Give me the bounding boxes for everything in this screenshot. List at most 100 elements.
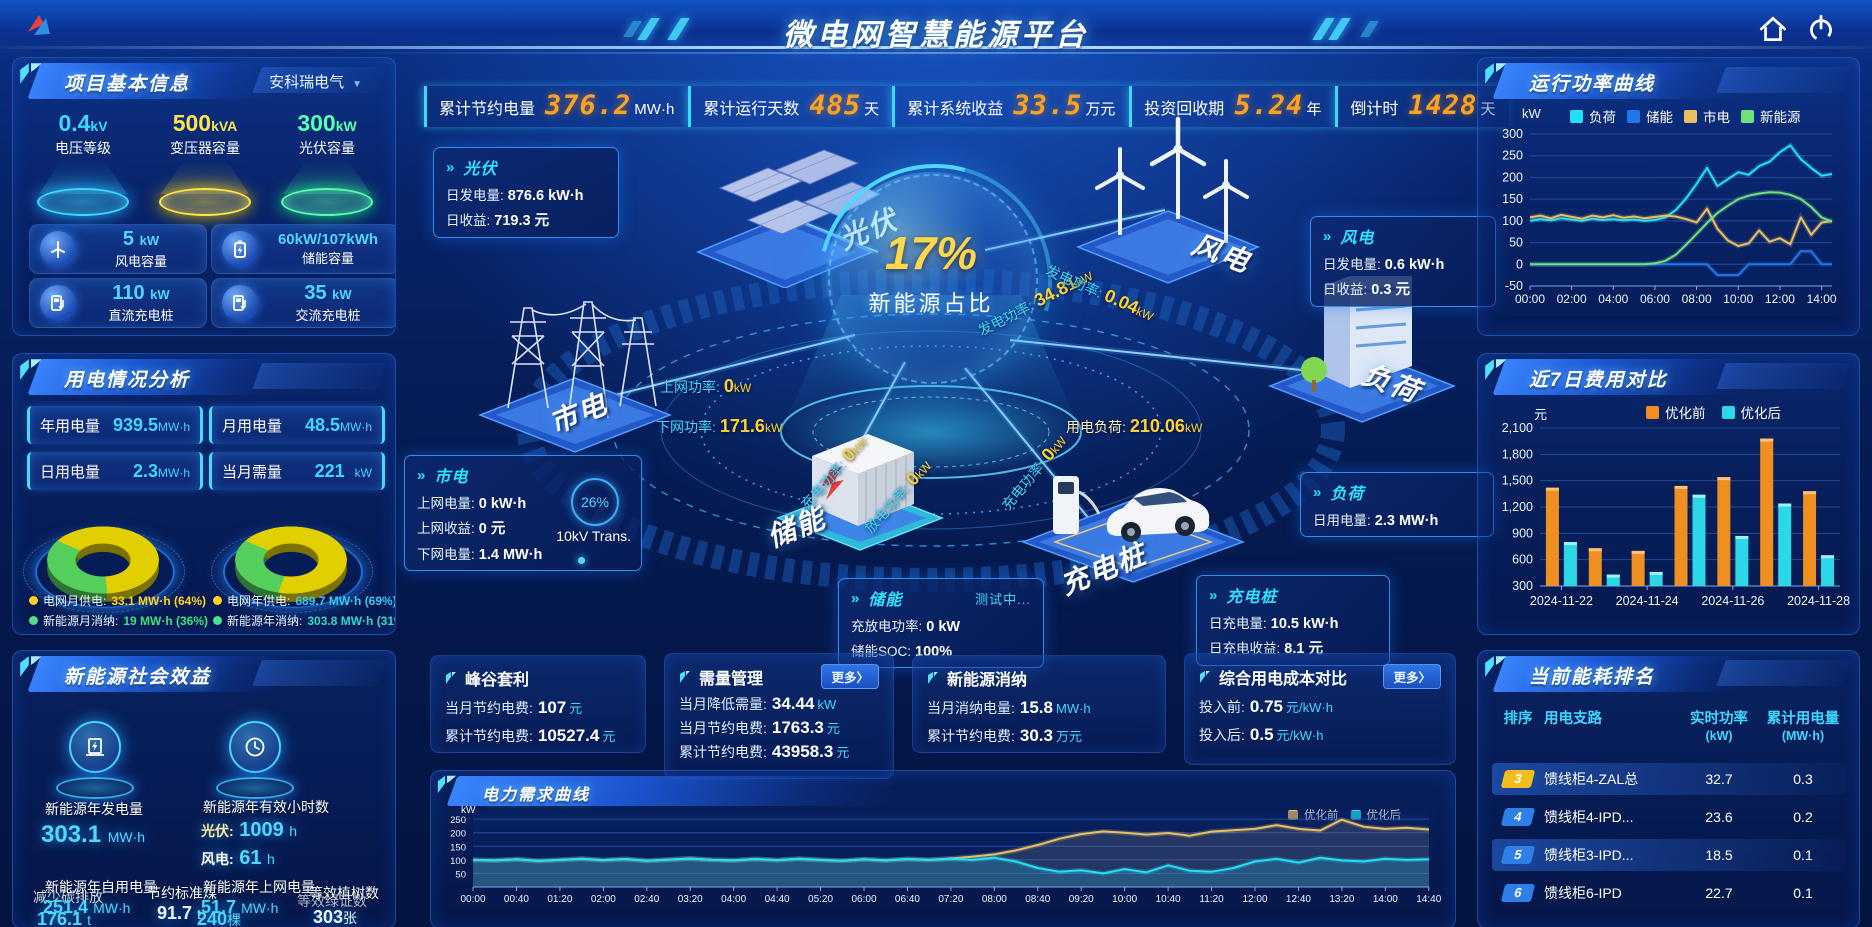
panel-corner-icon [437, 775, 457, 794]
svg-text:13:20: 13:20 [1329, 894, 1354, 905]
svg-text:11:20: 11:20 [1199, 894, 1224, 905]
panel-corner-icon [20, 359, 42, 380]
pv-hours: 光伏: 1009 h [201, 819, 298, 841]
kpi-payback: 投资回收期 5.24 年 [1129, 86, 1335, 127]
svg-text:2024-11-28: 2024-11-28 [1787, 594, 1850, 608]
cert-label: 等效绿证数 [297, 893, 367, 909]
header-swoosh [0, 46, 1872, 49]
carbon-label: 减少碳排放 [33, 889, 103, 905]
svg-text:300: 300 [1502, 127, 1523, 141]
svg-text:08:00: 08:00 [982, 894, 1007, 905]
panel-energy-rank: 当前能耗排名 排序 用电支路 实时功率 (kW) 累计用电量 (MW·h) 3 馈线… [1477, 650, 1860, 927]
svg-text:100: 100 [1502, 214, 1523, 228]
flow-feedin: 上网功率: 0kW [660, 376, 752, 396]
svg-text:1,500: 1,500 [1502, 474, 1533, 488]
podium-pv-capacity: 300kW 光伏容量 [271, 110, 383, 216]
svg-text:10:40: 10:40 [1156, 894, 1181, 905]
svg-text:06:40: 06:40 [895, 894, 920, 905]
panel-usage-analysis: 用电情况分析 年用电量 939.5MW·h 月用电量 48.5MW·h 日用电量 2.… [12, 353, 396, 635]
panel-social-header: 新能源社会效益 [20, 656, 388, 692]
panel-corner-icon [1485, 359, 1507, 380]
svg-text:04:00: 04:00 [1598, 292, 1628, 306]
transformer-dot [578, 557, 585, 564]
table-row[interactable]: 5 馈线柜3-IPD... 18.5 0.1 [1492, 839, 1846, 871]
panel-social-benefit: 新能源社会效益 新能源年发电量 303.1 MW·h 新能源年有效小时数 光伏:… [12, 650, 396, 927]
header-swoosh-2 [336, 52, 1536, 54]
generation-icon-podium [35, 721, 155, 799]
panel-corner-icon [1485, 63, 1507, 84]
gen-value: 303.1 MW·h [41, 821, 146, 848]
svg-text:100: 100 [450, 856, 466, 867]
charger-icon [222, 285, 258, 321]
panel-project-title: 项目基本信息 [64, 74, 191, 95]
kpi-countdown: 倒计时 1428 天 [1335, 86, 1509, 127]
svg-text:1,800: 1,800 [1502, 447, 1533, 461]
panel-run-power: 运行功率曲线 kW 负荷 储能 市电 新能源 -50 0 50 100 150 200 25… [1477, 57, 1860, 336]
header: 微电网智慧能源平台 [0, 0, 1872, 58]
battery-icon [222, 231, 258, 267]
svg-text:06:00: 06:00 [851, 894, 876, 905]
svg-text:2024-11-26: 2024-11-26 [1701, 594, 1764, 608]
yearly-energy-donut [211, 526, 373, 613]
center-orb: 17% 新能源占比 [775, 121, 1095, 441]
svg-text:50: 50 [455, 869, 466, 880]
panel-social-title: 新能源社会效益 [64, 667, 212, 688]
panel-run-title: 运行功率曲线 [1529, 74, 1656, 95]
coal-value: 91.7 t [157, 903, 201, 923]
company-dropdown[interactable]: 安科瑞电气 ▼ [269, 74, 362, 91]
table-row[interactable]: 3 馈线柜4-ZAL总 32.7 0.3 [1492, 763, 1846, 795]
panel-rank-title: 当前能耗排名 [1529, 667, 1656, 688]
svg-text:09:20: 09:20 [1069, 894, 1094, 905]
cert-value: 303张 [313, 907, 358, 927]
more-button[interactable]: 更多〉 [1383, 664, 1441, 689]
stat-day-usage: 日用电量 2.3MW·h [27, 452, 203, 490]
card-flag-icon [446, 672, 456, 684]
cost-compare-chart: 300 600 900 1,200 1,500 1,800 2,100 2024-11-22 2… [1502, 421, 1850, 608]
transformer-label: 10kV Trans. [556, 528, 631, 544]
svg-text:02:00: 02:00 [1557, 292, 1587, 306]
panel-cost-compare: 近7日费用对比 元 优化前 优化后 300 600 900 1,200 1,500 1,8… [1477, 353, 1860, 635]
renewable-percentage-label: 新能源占比 [868, 291, 994, 316]
card-ac-charger: 35 kW 交流充电桩 [211, 278, 395, 328]
svg-text:00:40: 00:40 [504, 894, 529, 905]
panel-project-info: 项目基本信息 安科瑞电气 ▼ 0.4kV 电压等级 500kVA 变压器容量 30… [12, 57, 396, 336]
panel-demand-header: 电力需求曲线 [437, 775, 1448, 806]
load-info-box: » 负荷 日用电量: 2.3 MW·h [1300, 472, 1494, 537]
more-button[interactable]: 更多〉 [821, 664, 879, 689]
flow-draw: 下网功率: 171.6kW [656, 416, 783, 436]
card-flag-icon [680, 670, 690, 683]
table-row[interactable]: 6 馈线柜6-IPD 22.7 0.1 [1492, 877, 1846, 909]
demand-chart: 50 100 150 200 250 00:00 00:40 01:20 02:00 02:40 0… [450, 811, 1442, 905]
stat-year-usage: 年用电量 939.5MW·h [27, 406, 203, 444]
orb-sphere [826, 172, 1036, 382]
kpi-saved-energy: 累计节约电量 376.2 MW·h [424, 86, 688, 127]
card-peak-valley: 峰谷套利 当月节约电费: 107 元 累计节约电费: 10527.4 元 [430, 655, 646, 753]
svg-text:14:00: 14:00 [1807, 292, 1837, 306]
panel-rank-header: 当前能耗排名 [1485, 656, 1852, 692]
card-cost-compare: 综合用电成本对比 更多〉 投入前: 0.75 元/kW·h 投入后: 0.5 元/kW·… [1184, 653, 1456, 765]
hours-icon-podium [195, 721, 315, 799]
charger-info-box: » 充电桩 日充电量: 10.5 kW·h 日充电收益: 8.1 元 [1196, 575, 1390, 666]
card-flag-icon [1200, 670, 1210, 683]
storage-node-icon [775, 434, 945, 551]
panel-usage-header: 用电情况分析 [20, 359, 388, 395]
demand-y-unit: kW [461, 805, 476, 816]
svg-text:1,200: 1,200 [1502, 500, 1533, 514]
svg-text:04:00: 04:00 [721, 894, 746, 905]
tree-label: 等效植树数 [309, 885, 379, 901]
home-icon[interactable] [1756, 12, 1790, 46]
card-flag-icon [928, 672, 938, 684]
panel-cost-header: 近7日费用对比 [1485, 359, 1852, 395]
svg-text:12:40: 12:40 [1286, 894, 1311, 905]
rank-table-header: 排序 用电支路 实时功率 (kW) 累计用电量 (MW·h) [1503, 711, 1840, 743]
panel-demand-curve: 电力需求曲线 kW 优化前 优化后 5010015020025000:0000:… [430, 770, 1456, 927]
svg-text:10:00: 10:00 [1723, 292, 1753, 306]
svg-text:14:40: 14:40 [1416, 894, 1441, 905]
svg-text:00:00: 00:00 [1515, 292, 1545, 306]
power-icon[interactable] [1804, 12, 1838, 46]
svg-text:06:00: 06:00 [1640, 292, 1670, 306]
table-row[interactable]: 4 馈线柜4-IPD... 23.6 0.2 [1492, 801, 1846, 833]
svg-text:2024-11-22: 2024-11-22 [1530, 594, 1593, 608]
svg-text:02:00: 02:00 [591, 894, 616, 905]
panel-usage-title: 用电情况分析 [64, 370, 191, 391]
